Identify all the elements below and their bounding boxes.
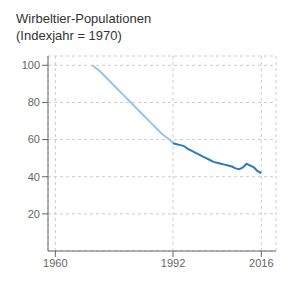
svg-text:20: 20 xyxy=(28,208,40,220)
svg-text:1960: 1960 xyxy=(43,257,67,269)
svg-text:40: 40 xyxy=(28,171,40,183)
html-text:(Indexjahr = 1970): (Indexjahr = 1970) xyxy=(16,28,122,43)
svg-text:100: 100 xyxy=(22,59,40,71)
html-text:Wirbeltier-Populationen: Wirbeltier-Populationen xyxy=(16,11,152,26)
svg-text:1992: 1992 xyxy=(161,257,185,269)
svg-text:60: 60 xyxy=(28,133,40,145)
svg-text:2016: 2016 xyxy=(249,257,273,269)
svg-text:80: 80 xyxy=(28,96,40,108)
